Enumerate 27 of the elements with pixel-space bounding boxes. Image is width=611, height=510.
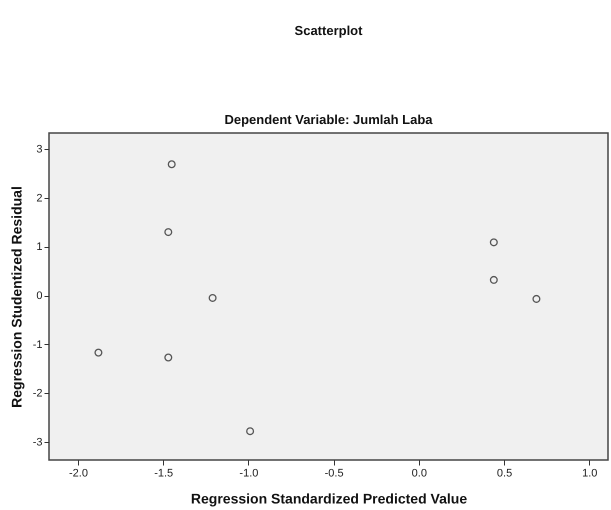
point	[532, 294, 540, 303]
point	[94, 348, 102, 357]
x-tick-label: -1.5	[154, 468, 174, 480]
x-tick-label: -0.5	[324, 468, 344, 480]
x-tick-label: -1.0	[239, 468, 258, 480]
point	[246, 427, 254, 436]
x-tick-label: 0.0	[412, 468, 427, 480]
point	[490, 238, 498, 246]
chart-subtitle: Dependent Variable: Jumlah Laba	[224, 112, 434, 127]
y-tick-label: 3	[36, 144, 42, 156]
point	[490, 276, 498, 284]
x-tick-label: -2.0	[68, 468, 88, 480]
x-tick-label: 1.0	[582, 468, 598, 480]
y-tick-label: 0	[36, 290, 42, 302]
chart-title: Scatterplot	[294, 23, 364, 38]
y-tick-label: -2	[32, 388, 42, 400]
point	[208, 294, 217, 302]
y-axis-title: Regression Studentized Residual	[8, 186, 25, 408]
y-tick-label: 2	[36, 192, 42, 204]
y-tick-label: -3	[32, 436, 42, 448]
x-axis-title: Regression Standardized Predicted Value	[190, 490, 468, 506]
point	[164, 354, 172, 362]
x-tick-label: 0.5	[496, 468, 512, 480]
y-tick-label: 1	[36, 241, 42, 254]
point	[164, 228, 172, 236]
point	[168, 160, 176, 168]
y-tick-label: -1	[32, 338, 42, 351]
